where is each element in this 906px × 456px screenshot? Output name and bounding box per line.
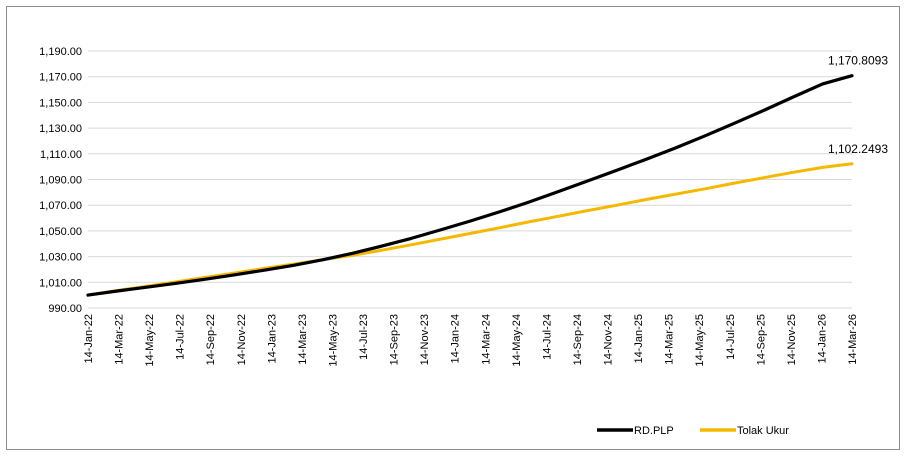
y-tick-label: 1,110.00 bbox=[40, 149, 82, 161]
y-tick-label: 1,170.00 bbox=[39, 72, 82, 84]
y-tick-label: 1,190.00 bbox=[39, 46, 82, 58]
series-line-tolak-ukur bbox=[86, 162, 854, 297]
y-tick-label: 990.00 bbox=[48, 303, 82, 315]
x-tick-label: 14-Jan-23 bbox=[266, 314, 278, 364]
y-tick-label: 1,030.00 bbox=[39, 252, 82, 264]
x-tick-label: 14-Jan-26 bbox=[816, 314, 828, 364]
chart-frame: 990.00 1,010.00 1,030.00 1,050.00 1,070.00 1,… bbox=[6, 6, 900, 450]
gridlines bbox=[88, 50, 852, 309]
y-tick-label: 1,130.00 bbox=[39, 123, 82, 135]
legend: RD.PLP Tolak Ukur bbox=[597, 425, 789, 437]
line-chart: 990.00 1,010.00 1,030.00 1,050.00 1,070.00 1,… bbox=[39, 46, 888, 437]
x-tick-label: 14-Nov-25 bbox=[786, 314, 798, 365]
x-tick-label: 14-May-22 bbox=[144, 314, 156, 367]
y-tick-label: 1,070.00 bbox=[39, 200, 82, 212]
x-tick-label: 14-Jan-22 bbox=[83, 314, 95, 364]
x-tick-label: 14-May-24 bbox=[511, 314, 523, 367]
x-tick-label: 14-Sep-25 bbox=[755, 314, 767, 365]
x-tick-label: 14-Sep-22 bbox=[205, 314, 217, 365]
x-tick-label: 14-Mar-22 bbox=[114, 314, 126, 365]
x-tick-label: 14-Mar-25 bbox=[664, 314, 676, 365]
end-value-label: 1,102.2493 bbox=[828, 142, 888, 156]
x-tick-label: 14-Nov-23 bbox=[419, 314, 431, 365]
x-tick-label: 14-May-25 bbox=[694, 314, 706, 367]
y-axis-tick-labels: 990.00 1,010.00 1,030.00 1,050.00 1,070.00 1,… bbox=[39, 46, 82, 315]
x-tick-label: 14-Jul-22 bbox=[175, 314, 187, 360]
x-tick-label: 14-Mar-26 bbox=[847, 314, 859, 365]
x-tick-label: 14-Jan-25 bbox=[633, 314, 645, 364]
x-tick-label: 14-Jul-23 bbox=[358, 314, 370, 360]
x-tick-label: 14-Mar-24 bbox=[480, 314, 492, 365]
x-tick-label: 14-Nov-22 bbox=[236, 314, 248, 365]
x-tick-label: 14-Sep-24 bbox=[572, 314, 584, 365]
x-axis-tick-labels: 14-Jan-22 14-Mar-22 14-May-22 14-Jul-22 14-S… bbox=[83, 314, 859, 367]
x-tick-label: 14-Nov-24 bbox=[603, 314, 615, 365]
x-tick-label: 14-Jan-24 bbox=[450, 314, 462, 364]
legend-label: Tolak Ukur bbox=[737, 425, 789, 437]
end-value-label: 1,170.8093 bbox=[828, 54, 888, 68]
x-tick-label: 14-Mar-23 bbox=[297, 314, 309, 365]
x-tick-label: 14-Jul-24 bbox=[541, 314, 553, 360]
x-tick-label: 14-Sep-23 bbox=[389, 314, 401, 365]
y-tick-label: 1,010.00 bbox=[39, 277, 82, 289]
x-tick-label: 14-Jul-25 bbox=[725, 314, 737, 360]
series-lines bbox=[86, 74, 854, 297]
series-line-rd-plp bbox=[86, 74, 854, 297]
x-tick-label: 14-May-23 bbox=[327, 314, 339, 367]
legend-label: RD.PLP bbox=[634, 425, 674, 437]
y-tick-label: 1,090.00 bbox=[39, 175, 82, 187]
end-labels: 1,170.8093 1,102.2493 bbox=[828, 54, 888, 156]
y-tick-label: 1,150.00 bbox=[39, 97, 82, 109]
y-tick-label: 1,050.00 bbox=[39, 226, 82, 238]
